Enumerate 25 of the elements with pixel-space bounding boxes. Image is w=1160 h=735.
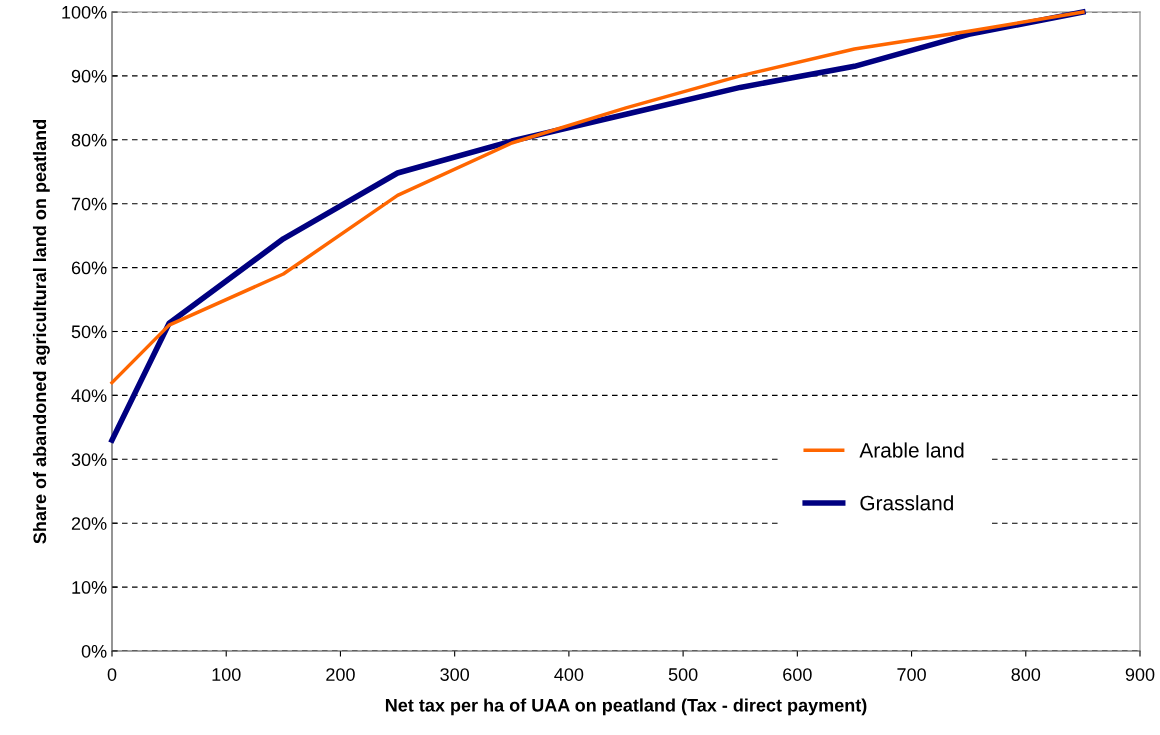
y-tick-label: 40% bbox=[71, 389, 107, 403]
y-tick-label: 0% bbox=[81, 644, 107, 658]
y-tick-label: 80% bbox=[71, 133, 107, 147]
x-tick-label: 700 bbox=[897, 668, 926, 681]
y-tick-label: 30% bbox=[71, 453, 107, 467]
y-tick-label: 60% bbox=[71, 261, 107, 275]
x-tick-label: 800 bbox=[1011, 668, 1041, 681]
x-tick-label: 500 bbox=[668, 668, 698, 681]
legend-label: Arable land bbox=[859, 442, 964, 458]
x-tick-label: 300 bbox=[440, 668, 470, 681]
y-tick-label: 70% bbox=[71, 197, 107, 211]
x-tick-label: 200 bbox=[326, 668, 355, 681]
y-tick-label: 50% bbox=[71, 325, 107, 339]
legend-label: Grassland bbox=[860, 495, 953, 511]
x-tick-label: 900 bbox=[1125, 668, 1155, 681]
y-tick-label: 90% bbox=[71, 69, 107, 83]
y-tick-label: 100% bbox=[62, 5, 107, 19]
y-tick-label: 10% bbox=[72, 581, 107, 594]
x-tick-label: 100 bbox=[212, 668, 241, 681]
y-tick-label: 20% bbox=[71, 517, 107, 530]
x-tick-label: 600 bbox=[783, 668, 812, 681]
x-axis-title: Net tax per ha of UAA on peatland (Tax - direct payment) bbox=[385, 698, 867, 716]
x-tick-label: 400 bbox=[554, 668, 584, 681]
y-axis-title: Share of abandoned agricultural land on peatland bbox=[32, 119, 50, 544]
x-tick-label: 0 bbox=[107, 668, 117, 681]
